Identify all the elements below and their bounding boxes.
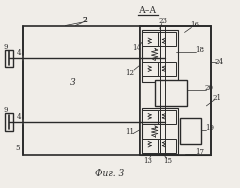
Bar: [142, 110, 158, 124]
Bar: [5, 50, 13, 67]
Bar: [142, 108, 178, 154]
Text: 4: 4: [17, 49, 21, 57]
Text: 23: 23: [158, 17, 167, 25]
Text: 15: 15: [163, 158, 172, 165]
Text: 16: 16: [190, 20, 199, 29]
Bar: [5, 113, 13, 131]
Text: 2: 2: [83, 16, 88, 24]
Bar: [23, 26, 140, 155]
Bar: [155, 80, 186, 106]
Bar: [142, 30, 178, 82]
Text: 20: 20: [205, 84, 214, 92]
Bar: [142, 33, 158, 46]
Bar: [180, 118, 201, 144]
Text: 24: 24: [215, 58, 224, 66]
Text: 9: 9: [4, 106, 8, 114]
Bar: [158, 139, 176, 153]
Text: Фиг. 3: Фиг. 3: [96, 169, 125, 178]
Text: 18: 18: [195, 46, 204, 54]
Bar: [158, 110, 176, 124]
Text: 5: 5: [16, 144, 20, 152]
Bar: [140, 26, 211, 155]
Text: 4: 4: [17, 113, 21, 121]
Text: 19: 19: [205, 124, 214, 132]
Text: А–А: А–А: [139, 6, 157, 15]
Bar: [158, 62, 176, 76]
Text: 17: 17: [195, 148, 204, 156]
Text: 13: 13: [143, 158, 152, 165]
Text: 3: 3: [69, 78, 75, 87]
Text: 21: 21: [213, 94, 222, 102]
Text: 2: 2: [83, 16, 88, 24]
Bar: [142, 62, 158, 76]
Bar: [158, 33, 176, 46]
Text: 12: 12: [126, 69, 134, 77]
Text: 11: 11: [126, 128, 134, 136]
Bar: [142, 139, 158, 153]
Text: 14: 14: [132, 44, 141, 52]
Text: 9: 9: [4, 43, 8, 51]
